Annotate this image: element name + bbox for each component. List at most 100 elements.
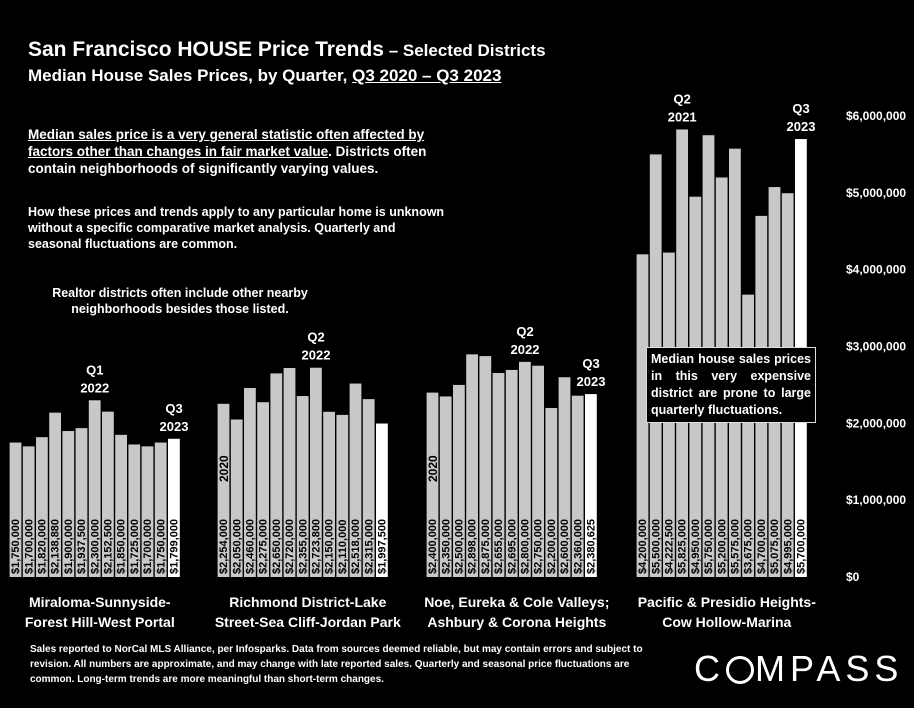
bar-value-label: $2,254,000 — [218, 519, 230, 574]
bar-value-label: $2,138,880 — [50, 519, 62, 574]
bar-value-label: $2,800,000 — [520, 519, 532, 574]
bar-value-label: $2,110,000 — [337, 520, 349, 574]
bar-value-label: $2,400,000 — [427, 519, 439, 574]
y-axis: $0 $1,000,000 $2,000,000 $3,000,000 $4,000,0… — [846, 109, 906, 584]
bar-value-label: $2,150,000 — [324, 519, 336, 574]
bar-value-label: $2,750,000 — [533, 519, 545, 574]
chart-subtitle-range: Q3 2020 – Q3 2023 — [352, 66, 502, 85]
bar — [49, 412, 61, 577]
y-tick-label: $4,000,000 — [846, 263, 906, 277]
bar-value-label: $2,050,000 — [231, 519, 243, 574]
bar-year-label: 2020 — [217, 455, 231, 482]
bar-value-label: $1,700,000 — [142, 519, 154, 574]
bar-value-label: $2,875,000 — [480, 519, 492, 574]
bar — [22, 446, 35, 577]
bar — [270, 373, 283, 577]
y-tick-label: $3,000,000 — [846, 340, 906, 354]
bar — [571, 395, 584, 577]
bar-value-label: $5,750,000 — [703, 519, 715, 574]
bar — [75, 428, 88, 577]
bar-value-label: $2,898,000 — [467, 519, 479, 574]
note-median-statistic-rest: . Districts often contain neighborhoods … — [28, 144, 427, 176]
bar-value-label: $4,950,000 — [690, 519, 702, 574]
footer-disclaimer: Sales reported to NorCal MLS Alliance, p… — [30, 644, 643, 685]
bar — [439, 396, 452, 577]
bar-annotation: Q3 — [792, 101, 809, 116]
bar-value-label: $2,518,000 — [350, 519, 362, 574]
y-tick-label: $2,000,000 — [846, 416, 906, 430]
y-tick-label: $1,000,000 — [846, 493, 906, 507]
bar-annotation: Q3 — [165, 401, 182, 416]
bar-value-label: $4,995,000 — [782, 519, 794, 574]
note-median-statistic-underlined: Median sales price is a very general sta… — [28, 127, 425, 159]
bar — [102, 411, 114, 577]
bar-value-label: $1,937,500 — [76, 519, 88, 574]
bar-value-label: $2,315,000 — [363, 519, 375, 574]
bar-value-label: $5,200,000 — [716, 519, 728, 574]
bar — [336, 414, 349, 577]
group-name-label: Noe, Eureka & Cole Valleys; — [424, 594, 609, 610]
bar — [9, 442, 22, 577]
chart-subtitle-prefix: Median House Sales Prices, by Quarter, — [28, 66, 353, 85]
bar-value-label: $1,700,000 — [23, 519, 35, 574]
bar-value-label: $2,720,000 — [284, 519, 296, 574]
bar-value-label: $2,695,000 — [506, 519, 518, 574]
bar — [310, 367, 322, 577]
bar-value-label: $1,725,000 — [129, 519, 141, 574]
bar-year-label: 2020 — [426, 455, 440, 482]
bar-value-label: $2,350,000 — [440, 519, 452, 574]
logo-letter-c: C — [694, 648, 725, 689]
bar — [585, 394, 597, 577]
chart-subtitle: Median House Sales Prices, by Quarter, Q… — [28, 66, 501, 86]
bar — [532, 365, 544, 577]
group-name-label: Cow Hollow-Marina — [662, 614, 791, 630]
group-name-label: Pacific & Presidio Heights- — [638, 594, 816, 610]
logo-letters-mpass: MPASS — [755, 648, 904, 689]
bar-value-label: $1,850,000 — [116, 519, 128, 574]
bar-annotation: 2022 — [302, 348, 331, 363]
bar-value-label: $3,675,000 — [743, 519, 755, 574]
bar-group: $2,400,000 $2,350,000 $2,500,000 $2,898,000… — [424, 324, 609, 630]
bar-value-label: $1,900,000 — [63, 519, 75, 574]
logo-circle-icon — [726, 656, 754, 684]
bar-value-label: $2,460,000 — [245, 519, 257, 574]
bar-value-label: $2,300,000 — [89, 519, 101, 574]
bar-value-label: $4,222,500 — [664, 519, 676, 574]
bar — [362, 399, 375, 577]
bar — [141, 446, 154, 577]
bar-value-label: $2,200,000 — [546, 519, 558, 574]
bar — [217, 403, 230, 577]
bar-value-label: $2,600,000 — [559, 519, 571, 574]
bar — [296, 396, 309, 577]
compass-logo: C MPASS — [694, 648, 903, 690]
bar — [168, 438, 180, 577]
bar — [128, 444, 141, 577]
bar-value-label: $2,655,000 — [493, 519, 505, 574]
bar-annotation: 2023 — [787, 119, 816, 134]
bar-value-label: $1,750,000 — [10, 519, 22, 574]
bar-value-label: $1,750,000 — [155, 519, 167, 574]
bar — [376, 423, 388, 577]
chart-title-sub: – Selected Districts — [383, 41, 546, 60]
bar-value-label: $5,575,000 — [730, 519, 742, 574]
bar — [36, 437, 48, 577]
bar — [453, 384, 465, 577]
bar-annotation: 2022 — [80, 380, 109, 395]
bar-value-label: $2,355,000 — [297, 519, 309, 574]
chart-title: San Francisco HOUSE Price Trends – Selec… — [28, 38, 546, 62]
bar-value-label: $2,500,000 — [454, 519, 466, 574]
y-tick-label: $6,000,000 — [846, 109, 906, 123]
group-name-label: Richmond District-Lake — [229, 594, 386, 610]
bar-annotation: 2022 — [511, 342, 540, 357]
bar-value-label: $1,997,500 — [377, 519, 389, 574]
y-tick-label: $5,000,000 — [846, 186, 906, 200]
chart-title-main: San Francisco HOUSE Price Trends — [28, 38, 384, 61]
bar — [636, 254, 649, 578]
bar — [545, 407, 558, 577]
bar-annotation: Q3 — [582, 356, 599, 371]
note-realtor-districts: Realtor districts often include other ne… — [52, 286, 308, 316]
bar — [742, 294, 754, 577]
bar-value-label: $2,275,000 — [258, 519, 270, 574]
bar-annotation: 2023 — [577, 374, 606, 389]
bar-value-label: $2,723,800 — [311, 519, 323, 574]
